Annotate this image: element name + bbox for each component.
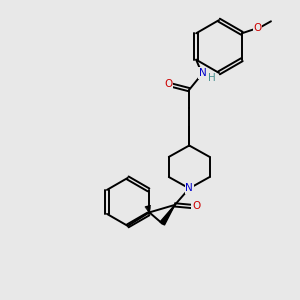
Text: N: N xyxy=(199,68,207,78)
Text: O: O xyxy=(253,23,262,33)
Text: O: O xyxy=(164,79,172,89)
Text: O: O xyxy=(192,201,201,212)
Text: H: H xyxy=(208,73,216,83)
Polygon shape xyxy=(160,205,175,225)
Text: N: N xyxy=(185,183,193,194)
